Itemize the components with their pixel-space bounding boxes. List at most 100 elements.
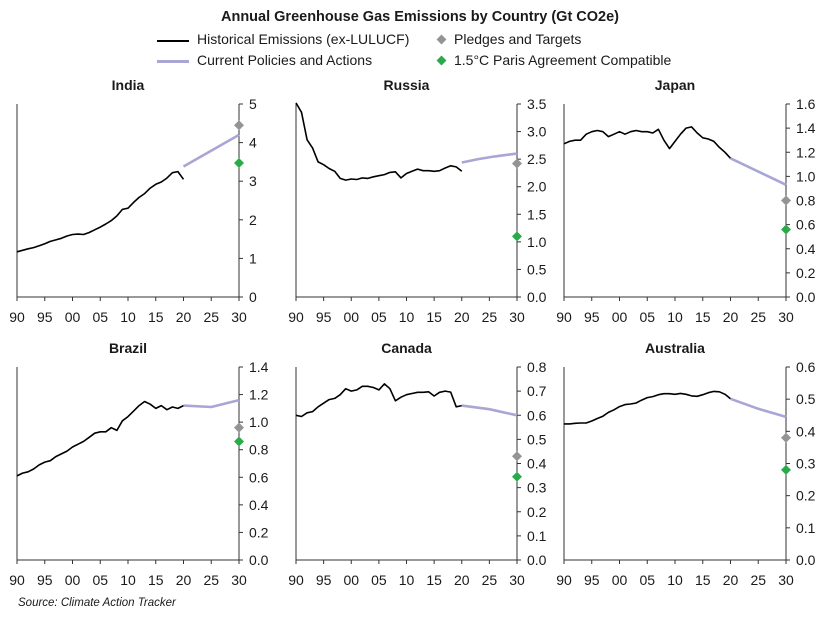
legend-current-swatch bbox=[157, 60, 189, 63]
x-tick-label: 95 bbox=[316, 309, 332, 325]
y-tick-label: 0.3 bbox=[527, 480, 547, 496]
paris-compatible-marker bbox=[512, 231, 522, 242]
x-tick-label: 20 bbox=[176, 572, 192, 588]
chart-brazil: Brazil 0.0 0.2 0.4 0.6 0.8 1.0 1.2 1.4 90 95 00 05 10… bbox=[9, 340, 268, 588]
x-tick-label: 15 bbox=[426, 309, 442, 325]
x-tick-label: 00 bbox=[65, 309, 81, 325]
x-tick-label: 15 bbox=[148, 572, 164, 588]
y-tick-label: 0.2 bbox=[249, 524, 269, 540]
y-tick-label: 1 bbox=[249, 250, 257, 266]
pledges-target-marker bbox=[781, 195, 791, 206]
current-policies-line bbox=[461, 152, 518, 164]
current-policies-line bbox=[461, 404, 518, 417]
y-tick-label: 0.5 bbox=[796, 391, 816, 407]
x-tick-label: 25 bbox=[203, 572, 219, 588]
paris-compatible-marker bbox=[781, 464, 791, 475]
y-tick-label: 0.4 bbox=[796, 423, 816, 439]
x-tick-label: 95 bbox=[37, 572, 53, 588]
x-tick-label: 10 bbox=[399, 572, 415, 588]
x-tick-label: 15 bbox=[695, 572, 711, 588]
current-policies-line bbox=[730, 397, 787, 419]
panel-title-australia: Australia bbox=[645, 340, 705, 356]
x-tick-label: 15 bbox=[148, 309, 164, 325]
y-tick-label: 0.4 bbox=[249, 497, 269, 513]
x-tick-label: 30 bbox=[778, 309, 794, 325]
x-tick-label: 00 bbox=[343, 572, 359, 588]
pledges-target-marker bbox=[512, 158, 522, 169]
chart-india: India 0 1 2 3 4 5 90 95 00 05 10 15 20 25 30 bbox=[9, 77, 257, 325]
y-tick-label: 0.6 bbox=[796, 217, 816, 233]
x-tick-label: 15 bbox=[426, 572, 442, 588]
pledges-target-marker bbox=[234, 120, 244, 131]
historical-emissions-line bbox=[564, 390, 732, 425]
x-tick-label: 90 bbox=[288, 309, 304, 325]
x-tick-label: 90 bbox=[556, 572, 572, 588]
historical-emissions-line bbox=[16, 170, 185, 253]
chart-japan: Japan 0.0 0.2 0.4 0.6 0.8 1.0 1.2 1.4 1.6 90 95 00 05… bbox=[556, 77, 815, 325]
x-tick-label: 30 bbox=[778, 572, 794, 588]
x-tick-label: 30 bbox=[231, 572, 247, 588]
y-tick-label: 3.5 bbox=[527, 96, 547, 112]
y-tick-label: 2.0 bbox=[527, 179, 547, 195]
y-tick-label: 0.4 bbox=[796, 241, 816, 257]
paris-compatible-marker bbox=[234, 158, 244, 169]
y-tick-label: 1.4 bbox=[249, 359, 269, 375]
x-tick-label: 95 bbox=[37, 309, 53, 325]
paris-compatible-marker bbox=[512, 471, 522, 482]
panel-title-canada: Canada bbox=[381, 340, 432, 356]
y-tick-label: 0.2 bbox=[796, 265, 816, 281]
x-tick-label: 30 bbox=[231, 309, 247, 325]
current-policies-line bbox=[183, 398, 240, 409]
legend-paris-label: 1.5°C Paris Agreement Compatible bbox=[454, 52, 672, 68]
x-tick-label: 90 bbox=[556, 309, 572, 325]
panel-title-brazil: Brazil bbox=[109, 340, 147, 356]
y-tick-label: 1.0 bbox=[249, 414, 269, 430]
x-tick-label: 20 bbox=[723, 572, 739, 588]
y-tick-label: 1.0 bbox=[796, 168, 816, 184]
x-tick-label: 10 bbox=[399, 309, 415, 325]
x-tick-label: 10 bbox=[667, 572, 683, 588]
source-note: Source: Climate Action Tracker bbox=[18, 597, 176, 609]
x-tick-label: 95 bbox=[316, 572, 332, 588]
y-tick-label: 0.2 bbox=[796, 488, 816, 504]
x-tick-label: 25 bbox=[750, 309, 766, 325]
y-tick-label: 0.0 bbox=[527, 289, 547, 305]
x-tick-label: 10 bbox=[667, 309, 683, 325]
pledges-target-marker bbox=[512, 451, 522, 462]
legend-current-label: Current Policies and Actions bbox=[197, 52, 373, 68]
y-tick-label: 3 bbox=[249, 173, 257, 189]
legend-historical-label: Historical Emissions (ex-LULUCF) bbox=[197, 31, 410, 47]
y-tick-label: 1.0 bbox=[527, 234, 547, 250]
y-tick-label: 0.8 bbox=[249, 442, 269, 458]
panel-title-russia: Russia bbox=[384, 77, 430, 93]
x-tick-label: 25 bbox=[482, 309, 498, 325]
y-tick-label: 4 bbox=[249, 135, 257, 151]
chart-canada: Canada 0.0 0.1 0.2 0.3 0.4 0.5 0.6 0.7 0.8 90 95 00 0… bbox=[288, 340, 546, 588]
y-tick-label: 0.7 bbox=[527, 383, 547, 399]
x-tick-label: 20 bbox=[454, 309, 470, 325]
x-tick-label: 05 bbox=[639, 309, 655, 325]
y-tick-label: 1.2 bbox=[249, 387, 269, 403]
x-tick-label: 00 bbox=[65, 572, 81, 588]
x-tick-label: 05 bbox=[639, 572, 655, 588]
pledges-target-marker bbox=[234, 422, 244, 433]
y-tick-label: 0.5 bbox=[527, 261, 547, 277]
y-tick-label: 5 bbox=[249, 96, 257, 112]
historical-emissions-line bbox=[295, 102, 463, 181]
x-tick-label: 95 bbox=[584, 572, 600, 588]
historical-emissions-line bbox=[295, 383, 462, 418]
y-tick-label: 1.6 bbox=[796, 96, 816, 112]
x-tick-label: 25 bbox=[203, 309, 219, 325]
y-tick-label: 2.5 bbox=[527, 151, 547, 167]
x-tick-label: 25 bbox=[482, 572, 498, 588]
x-tick-label: 25 bbox=[750, 572, 766, 588]
x-tick-label: 95 bbox=[584, 309, 600, 325]
panel-title-japan: Japan bbox=[655, 77, 695, 93]
y-tick-label: 0.5 bbox=[527, 431, 547, 447]
current-policies-line bbox=[182, 133, 240, 168]
y-tick-label: 3.0 bbox=[527, 124, 547, 140]
x-tick-label: 30 bbox=[509, 572, 525, 588]
y-tick-label: 0.6 bbox=[249, 469, 269, 485]
x-tick-label: 10 bbox=[120, 572, 136, 588]
